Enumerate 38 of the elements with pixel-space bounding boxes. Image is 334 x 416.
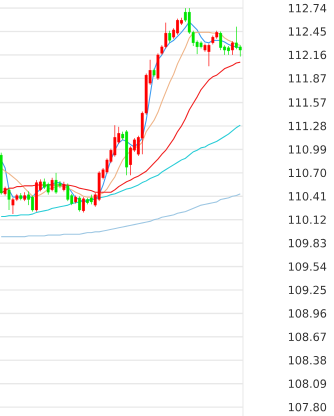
candlestick <box>234 26 238 50</box>
candlestick <box>207 43 210 67</box>
candlestick <box>82 196 85 213</box>
candlestick <box>230 40 234 56</box>
candlestick <box>156 52 160 80</box>
y-tick-label: 108.96 <box>288 309 326 318</box>
y-tick-label: 112.45 <box>288 27 326 36</box>
y-tick-label: 112.16 <box>288 50 326 60</box>
candlestick <box>46 182 50 196</box>
candlestick <box>238 44 242 57</box>
y-tick-label: 111.57 <box>288 98 326 107</box>
candlestick <box>66 183 70 202</box>
candlestick <box>78 196 81 212</box>
y-tick-label: 108.38 <box>288 356 326 364</box>
candlestick <box>62 181 66 192</box>
y-tick-label: 107.80 <box>288 402 326 412</box>
y-tick-label: 108.67 <box>288 332 326 342</box>
candlestick <box>50 177 54 192</box>
candlestick <box>176 18 179 36</box>
y-tick-label: 110.70 <box>288 168 326 178</box>
candlestick <box>12 198 14 214</box>
candlestick <box>42 178 46 190</box>
y-tick-label: 109.83 <box>288 238 326 248</box>
y-tick-label: 112.74 <box>288 4 326 12</box>
y-tick-label: 110.99 <box>288 145 326 154</box>
candlestick <box>8 188 10 210</box>
candlestick <box>168 30 172 44</box>
candlestick <box>31 195 34 212</box>
candlestick <box>227 46 230 56</box>
y-tick-label: 110.41 <box>288 192 326 201</box>
candlestick <box>54 172 58 194</box>
y-tick-label: 109.25 <box>288 286 326 294</box>
y-tick-label: 110.12 <box>288 215 326 224</box>
y-tick-label: 111.28 <box>288 122 326 130</box>
y-tick-label: 111.87 <box>288 74 326 83</box>
y-tick-label: 108.09 <box>288 379 326 388</box>
candlestick <box>90 194 93 205</box>
y-tick-label: 109.54 <box>288 262 326 271</box>
